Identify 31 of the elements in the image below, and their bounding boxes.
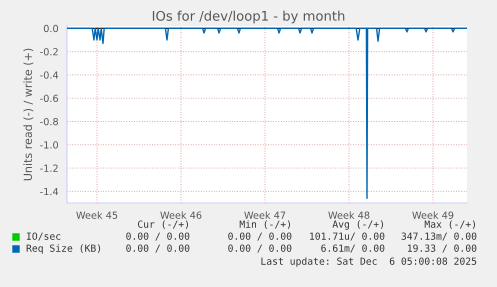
text: 6.61m/ 0.00 [321, 244, 384, 253]
x-tick-label: Week 47 [244, 211, 286, 219]
text: 347.13m/ 0.00 [402, 232, 476, 241]
legend-label: Req Size (KB) [26, 244, 100, 254]
text: Cur (-/+) [138, 220, 188, 229]
text: 0.00 / 0.00 [126, 232, 190, 241]
x-tick-label: Week 46 [160, 211, 202, 219]
text: Max (-/+) [424, 220, 475, 229]
text: 0.00 / 0.00 [126, 244, 190, 253]
legend-label: IO/sec [26, 232, 60, 241]
y-tick-label: -1.2 [40, 164, 58, 172]
y-tick-label: -1.4 [40, 188, 58, 196]
y-tick-label: -0.6 [40, 94, 58, 102]
y-axis-title: Units read (-) / write (+) [23, 48, 34, 180]
text: 19.33 / 0.00 [408, 244, 476, 253]
y-tick-label: -0.4 [40, 71, 58, 79]
text: 0.00 / 0.00 [228, 244, 292, 253]
y-tick-label: -1.0 [40, 141, 58, 149]
y-tick-label: -0.2 [40, 48, 58, 56]
y-tick-label: 0.0 [44, 24, 58, 32]
x-tick-label: Week 49 [412, 211, 454, 219]
chart-title: IOs for /dev/loop1 - by month [152, 10, 344, 24]
text: Avg (-/+) [332, 220, 383, 230]
text: 0.00 / 0.00 [228, 232, 292, 241]
x-tick-label: Week 45 [76, 211, 118, 219]
text: Min (-/+) [240, 220, 290, 229]
y-tick-label: -0.8 [40, 118, 58, 126]
text: 101.71u/ 0.00 [310, 232, 384, 241]
x-tick-label: Week 48 [328, 211, 370, 219]
text: Last update: Sat Dec 6 05:00:08 2025 [261, 257, 476, 267]
line-series [67, 28, 467, 200]
